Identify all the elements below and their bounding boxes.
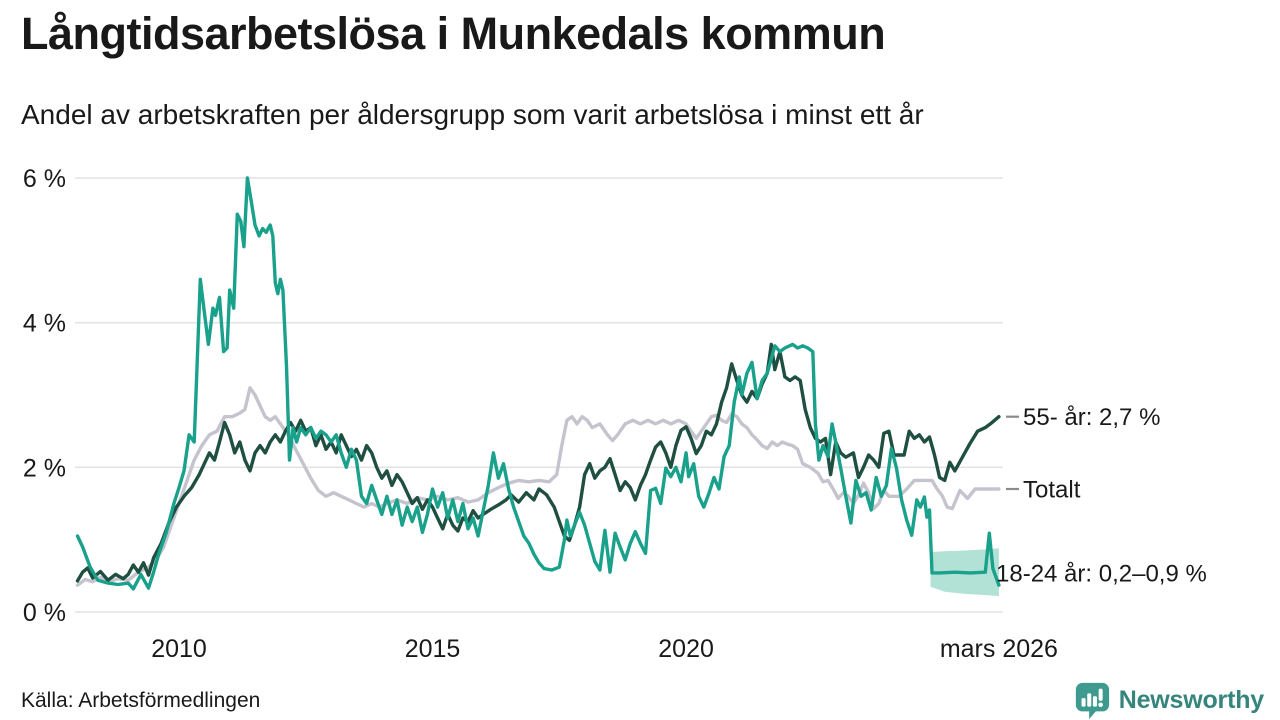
newsworthy-wordmark: Newsworthy [1118,685,1264,714]
newsworthy-logo: Newsworthy [1073,681,1264,719]
exclamation-bar [1098,688,1103,701]
bar-2 [1086,693,1091,707]
bar-1 [1081,698,1086,707]
x-axis-tick-label: mars 2026 [940,635,1058,663]
series-callout-55-år: 55- år: 2,7 % [1023,404,1160,431]
page-title: Långtidsarbetslösa i Munkedals kommun [21,8,886,59]
y-axis-tick-label: 4 % [23,310,66,338]
speech-bubble-pin-shape [1075,682,1109,719]
series-line-totalt [75,386,1001,587]
x-axis-tick-label: 2015 [405,635,461,663]
source-attribution: Källa: Arbetsförmedlingen [21,689,261,712]
series-callout-18-24-år: 18-24 år: 0,2–0,9 % [996,560,1207,587]
y-axis-tick-label: 6 % [23,165,66,193]
series-callout-totalt: Totalt [1023,477,1081,504]
x-axis-tick-label: 2020 [658,635,714,663]
y-axis-tick-label: 0 % [23,599,66,627]
bar-3 [1092,696,1097,707]
y-axis-tick-label: 2 % [23,454,66,482]
series-line-18-24-år [75,176,1001,591]
series-line-55-år [75,342,1001,583]
x-axis-tick-label: 2010 [151,635,207,663]
chart-subtitle: Andel av arbetskraften per åldersgrupp s… [21,99,924,130]
newsworthy-icon [1075,682,1109,719]
exclamation-dot [1098,702,1103,708]
